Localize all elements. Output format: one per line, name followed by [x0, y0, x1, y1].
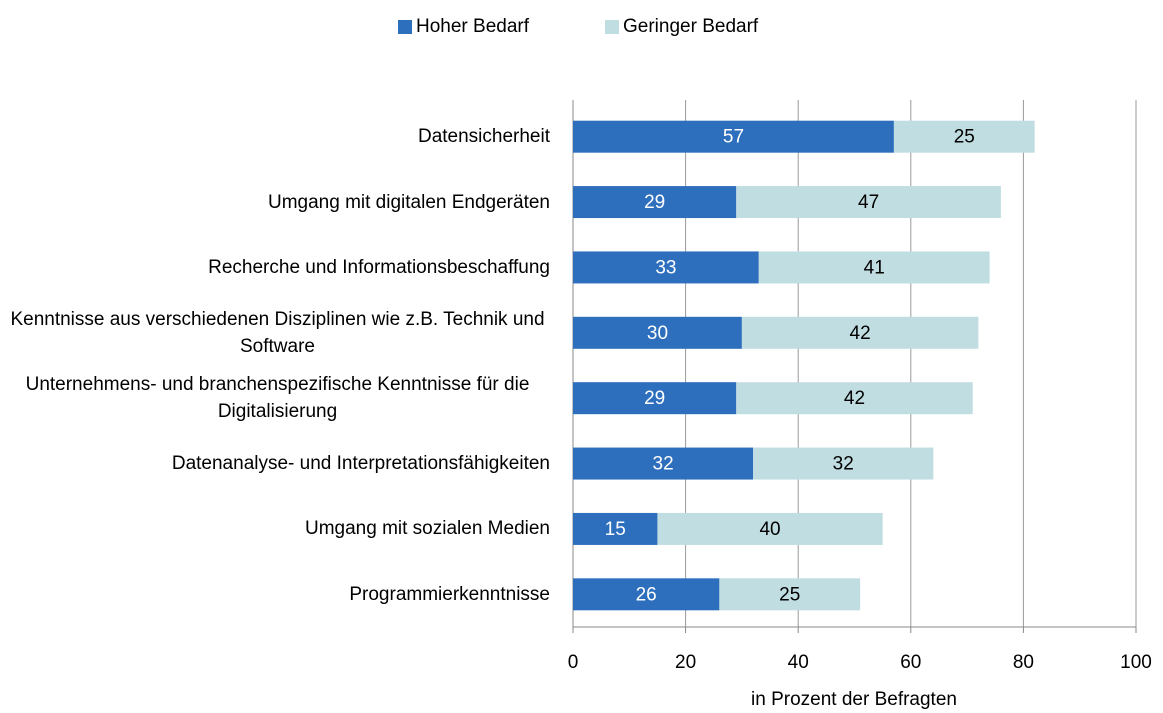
legend-swatch: [605, 20, 619, 34]
data-label: 33: [655, 257, 676, 278]
bar-segment: [573, 382, 737, 415]
x-tick-label: 20: [675, 652, 696, 673]
data-label: 32: [653, 454, 674, 475]
data-label: 57: [723, 127, 744, 148]
data-label: 40: [759, 519, 780, 540]
bar-segment: [736, 186, 1001, 219]
bar-segment: [741, 316, 979, 349]
data-label: 15: [605, 519, 626, 540]
category-label: Umgang mit sozialen Medien: [0, 499, 550, 559]
bar-segment: [719, 578, 861, 611]
category-label: Recherche und Informationsbeschaffung: [0, 237, 550, 297]
category-text: Umgang mit sozialen Medien: [304, 518, 550, 540]
x-tick-label: 100: [1120, 652, 1152, 673]
category-label: Umgang mit digitalen Endgeräten: [0, 172, 550, 232]
bar-segment: [573, 512, 658, 545]
category-text: Datenanalyse- und Interpretationsfähigke…: [171, 453, 550, 475]
bar-segment: [736, 382, 973, 415]
bar-segment: [657, 512, 883, 545]
data-label: 25: [779, 584, 800, 605]
category-label: Datensicherheit: [0, 107, 550, 167]
x-tick-label: 40: [788, 652, 809, 673]
bar-segment: [573, 316, 742, 349]
x-axis-title: in Prozent der Befragten: [751, 689, 957, 710]
category-text: Unternehmens- und branchenspezifische Ke…: [25, 374, 530, 423]
x-tick-label: 80: [1013, 652, 1034, 673]
bar-segment: [758, 251, 990, 284]
category-text: Umgang mit digitalen Endgeräten: [267, 191, 550, 213]
data-label: 30: [647, 323, 668, 344]
legend-label: Geringer Bedarf: [623, 16, 759, 37]
category-label: Programmierkenntnisse: [0, 564, 550, 624]
data-label: 47: [858, 192, 879, 213]
data-label: 25: [954, 127, 975, 148]
legend-swatch: [398, 20, 412, 34]
category-text: Kenntnisse aus verschiedenen Disziplinen…: [10, 308, 545, 357]
data-label: 29: [644, 388, 665, 409]
category-label: Unternehmens- und branchenspezifische Ke…: [0, 368, 550, 428]
data-label: 42: [850, 323, 871, 344]
data-label: 42: [844, 388, 865, 409]
bar-segment: [573, 447, 754, 480]
bar-segment: [573, 251, 759, 284]
bar-segment: [893, 120, 1035, 153]
bar-segment: [573, 186, 737, 219]
category-label: Datenanalyse- und Interpretationsfähigke…: [0, 434, 550, 494]
data-label: 26: [636, 584, 657, 605]
data-label: 41: [864, 257, 885, 278]
category-label: Kenntnisse aus verschiedenen Disziplinen…: [0, 303, 550, 363]
bar-segment: [753, 447, 934, 480]
x-tick-label: 60: [900, 652, 921, 673]
data-label: 32: [833, 454, 854, 475]
bar-segment: [573, 578, 720, 611]
legend-label: Hoher Bedarf: [416, 16, 530, 37]
category-text: Programmierkenntnisse: [349, 583, 550, 605]
data-label: 29: [644, 192, 665, 213]
category-text: Datensicherheit: [417, 126, 550, 148]
bar-segment: [573, 120, 894, 153]
category-text: Recherche und Informationsbeschaffung: [208, 256, 550, 278]
x-tick-label: 0: [568, 652, 579, 673]
